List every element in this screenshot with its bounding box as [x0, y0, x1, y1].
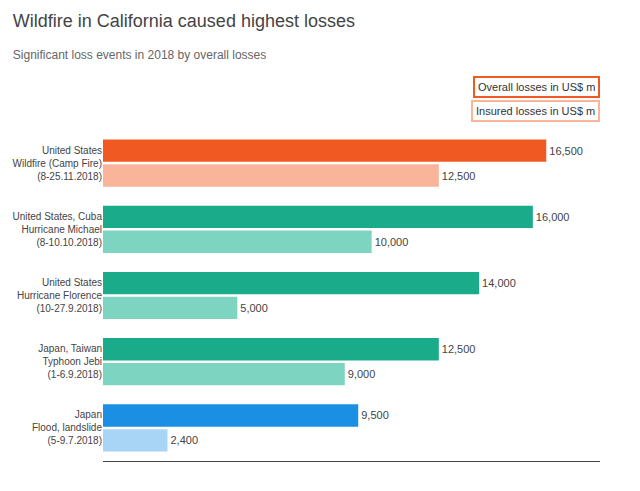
- svg-text:9,500: 9,500: [361, 409, 389, 421]
- svg-text:16,000: 16,000: [536, 211, 570, 223]
- svg-text:10,000: 10,000: [375, 236, 409, 248]
- svg-text:Insured losses in US$ m: Insured losses in US$ m: [476, 105, 595, 117]
- svg-text:United States, CubaHurricane M: United States, CubaHurricane Michael(8-1…: [13, 211, 103, 248]
- svg-text:9,000: 9,000: [348, 368, 376, 380]
- svg-text:JapanFlood, landslide(5-9.7.20: JapanFlood, landslide(5-9.7.2018): [32, 409, 102, 446]
- svg-text:Overall losses in US$ m: Overall losses in US$ m: [478, 81, 595, 93]
- svg-text:United StatesWildfire (Camp Fi: United StatesWildfire (Camp Fire)(8-25.1…: [13, 145, 102, 182]
- svg-text:Significant loss events in 201: Significant loss events in 2018 by overa…: [13, 48, 266, 62]
- svg-text:Wildfire in California caused: Wildfire in California caused highest lo…: [13, 11, 355, 31]
- svg-text:Japan, TaiwanTyphoon Jebi(1-6.: Japan, TaiwanTyphoon Jebi(1-6.9.2018): [38, 343, 102, 380]
- svg-text:12,500: 12,500: [442, 170, 476, 182]
- svg-text:14,000: 14,000: [482, 277, 516, 289]
- svg-text:16,500: 16,500: [549, 145, 583, 157]
- svg-text:5,000: 5,000: [240, 302, 268, 314]
- svg-text:12,500: 12,500: [442, 343, 476, 355]
- svg-text:United StatesHurricane Florenc: United StatesHurricane Florence(10-27.9.…: [17, 277, 102, 314]
- svg-text:2,400: 2,400: [170, 434, 198, 446]
